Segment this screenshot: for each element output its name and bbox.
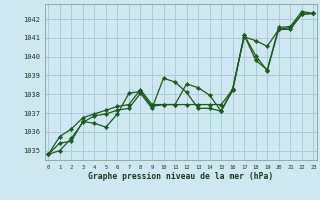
X-axis label: Graphe pression niveau de la mer (hPa): Graphe pression niveau de la mer (hPa) (88, 172, 273, 181)
